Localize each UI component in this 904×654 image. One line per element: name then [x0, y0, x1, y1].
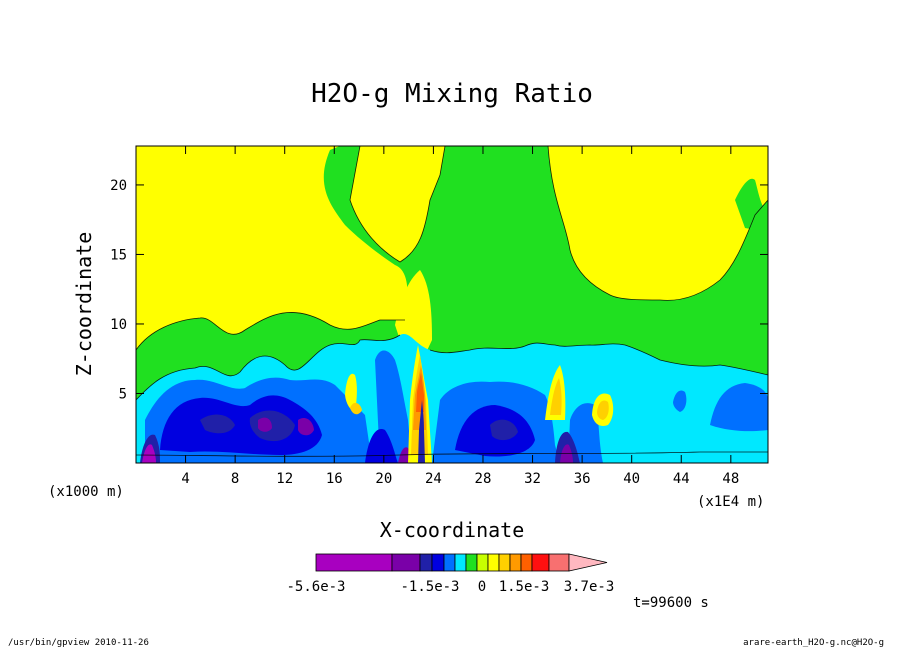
colorbar-swatch — [315, 553, 393, 572]
footer-right: arare-earth_H2O-g.nc@H2O-g — [743, 638, 884, 648]
x-tick-label: 4 — [181, 471, 189, 487]
footer-left: /usr/bin/gpview 2010-11-26 — [8, 638, 149, 648]
colorbar-swatch — [465, 553, 478, 572]
colorbar-swatch — [520, 553, 533, 572]
x-tick-label: 28 — [475, 471, 492, 487]
y-axis-title: Z-coordinate — [72, 232, 96, 377]
x-axis-ticks: 4 8 12 16 20 24 28 32 36 40 44 48 — [181, 146, 739, 487]
colorbar-swatch — [531, 553, 550, 572]
x-tick-label: 16 — [326, 471, 343, 487]
x-tick-label: 12 — [276, 471, 293, 487]
colorbar-label: -5.6e-3 — [286, 579, 345, 595]
chart-title: H2O-g Mixing Ratio — [311, 79, 593, 109]
y-axis-ticks: 5 10 15 20 — [110, 178, 768, 402]
x-axis-title: X-coordinate — [380, 518, 525, 542]
y-tick-label: 20 — [110, 178, 127, 194]
colorbar-swatch — [431, 553, 445, 572]
colorbar-labels: -5.6e-3 -1.5e-3 0 1.5e-3 3.7e-3 — [286, 579, 614, 595]
contour-field — [136, 146, 768, 463]
x-tick-label: 44 — [673, 471, 690, 487]
colorbar-label: -1.5e-3 — [400, 579, 459, 595]
x-tick-label: 36 — [574, 471, 591, 487]
colorbar — [315, 553, 608, 572]
colorbar-swatch — [548, 553, 570, 572]
x-unit-right: (x1E4 m) — [697, 494, 764, 510]
x-tick-label: 32 — [524, 471, 541, 487]
x-tick-label: 24 — [425, 471, 442, 487]
x-unit-left: (x1000 m) — [48, 484, 124, 500]
colorbar-swatch — [454, 553, 467, 572]
colorbar-label: 1.5e-3 — [499, 579, 550, 595]
colorbar-swatch — [419, 553, 433, 572]
colorbar-label: 3.7e-3 — [564, 579, 615, 595]
x-tick-label: 20 — [375, 471, 392, 487]
colorbar-label: 0 — [478, 579, 486, 595]
colorbar-swatch — [498, 553, 511, 572]
time-label: t=99600 s — [633, 595, 709, 611]
x-tick-label: 40 — [623, 471, 640, 487]
plot-frame — [135, 145, 769, 464]
colorbar-swatch — [476, 553, 489, 572]
y-tick-label: 10 — [110, 317, 127, 333]
colorbar-swatch — [391, 553, 421, 572]
x-tick-label: 8 — [231, 471, 239, 487]
y-tick-label: 15 — [110, 247, 127, 263]
colorbar-swatch — [487, 553, 500, 572]
x-tick-label: 48 — [722, 471, 739, 487]
colorbar-swatch — [443, 553, 456, 572]
y-tick-label: 5 — [119, 386, 127, 402]
colorbar-arrow — [568, 553, 608, 572]
colorbar-swatch — [509, 553, 522, 572]
